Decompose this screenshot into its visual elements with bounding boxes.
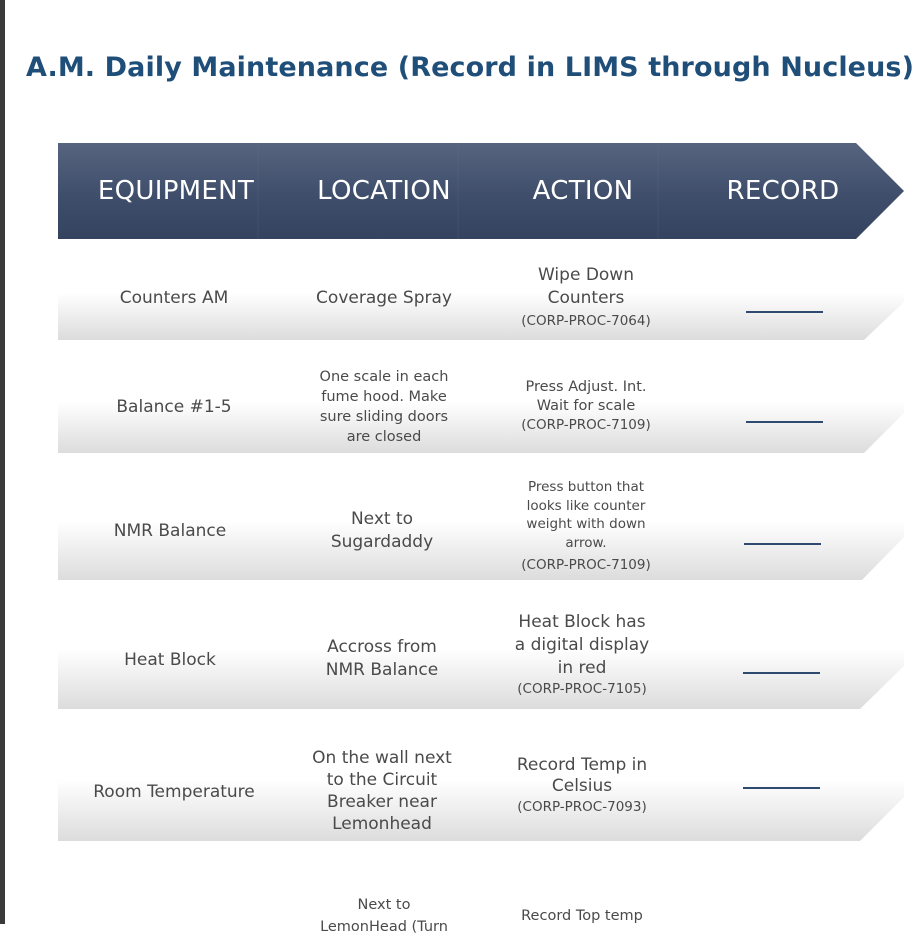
header-location: LOCATION — [317, 176, 451, 206]
action-cell: Record Temp in Celsius (CORP-PROC-7093) — [516, 755, 648, 815]
procedure-ref: CORP-PROC-7093 — [522, 799, 642, 815]
record-blank-line[interactable] — [744, 543, 821, 545]
procedure-ref: CORP-PROC-7064 — [526, 312, 646, 329]
equipment-cell: Room Temperature — [93, 781, 255, 802]
location-cell: Coverage Spray — [316, 288, 452, 308]
procedure-ref: CORP-PROC-7105 — [522, 681, 642, 697]
header-equipment: EQUIPMENT — [97, 176, 255, 206]
equipment-cell: Counters AM — [119, 288, 229, 308]
page-title: A.M. Daily Maintenance (Record in LIMS t… — [25, 52, 915, 83]
table-header: EQUIPMENT LOCATION ACTION RECORD — [58, 143, 904, 239]
location-cell: One scale in each fume hood. Make sure s… — [319, 368, 449, 445]
record-blank-line[interactable] — [743, 787, 820, 789]
record-blank-line[interactable] — [746, 311, 823, 313]
action-cell: Press Adjust. Int. Wait for scale (CORP-… — [521, 379, 651, 433]
location-cell: On the wall next to the Circuit Breaker … — [312, 747, 452, 834]
record-blank-line[interactable] — [743, 672, 820, 674]
record-blank-line[interactable] — [746, 421, 823, 423]
equipment-cell: Balance #1-5 — [116, 396, 232, 417]
action-cell: Wipe Down Counters (CORP-PROC-7064) — [521, 264, 651, 329]
procedure-ref: CORP-PROC-7109 — [526, 557, 646, 574]
window-left-edge — [0, 0, 5, 924]
header-record: RECORD — [726, 176, 840, 206]
table-row: Balance #1-5 One scale in each fume hood… — [58, 360, 904, 453]
action-cell: Heat Block has a digital display in red … — [514, 612, 650, 697]
action-cell: Record Top temp — [521, 908, 643, 924]
equipment-cell: Heat Block — [124, 649, 216, 670]
table-row: NMR Balance Next to Sugardaddy Press but… — [58, 473, 904, 580]
location-cell: Accross from NMR Balance — [325, 636, 439, 680]
header-arrow-shape — [58, 143, 904, 239]
action-cell: Press button that looks like counter wei… — [521, 479, 651, 574]
equipment-cell: NMR Balance — [113, 520, 227, 541]
table-row: Counters AM Coverage Spray Wipe Down Cou… — [58, 254, 904, 340]
header-action: ACTION — [532, 176, 634, 206]
table-row: Heat Block Accross from NMR Balance Heat… — [58, 600, 904, 709]
location-cell: Next to LemonHead (Turn — [320, 897, 448, 935]
table-row: Next to LemonHead (Turn Record Top temp — [58, 862, 904, 935]
table-row: Room Temperature On the wall next to the… — [58, 730, 904, 841]
procedure-ref: CORP-PROC-7109 — [526, 417, 646, 433]
location-cell: Next to Sugardaddy — [330, 508, 434, 552]
